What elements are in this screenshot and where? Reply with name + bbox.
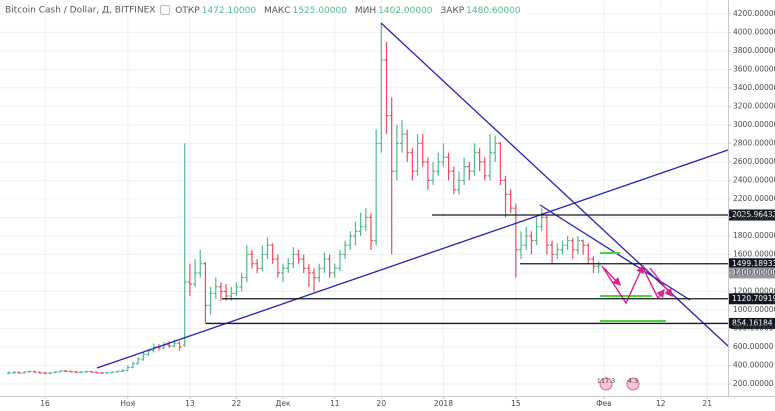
y-tick-label: 4200.00000	[733, 9, 775, 18]
level-label-box	[729, 317, 775, 329]
symbol-header: Bitcoin Cash / Dollar, Д, BITFINEX ОТКР 1…	[3, 4, 528, 17]
badge-label: 117.3	[597, 377, 616, 385]
readout-value: 1525.00000	[292, 5, 347, 16]
level-label-box	[729, 293, 775, 305]
y-tick-label: 400.00000	[733, 360, 774, 369]
x-tick-label: 15	[511, 399, 521, 408]
y-tick-label: 3600.00000	[733, 64, 775, 73]
y-tick-label: 600.00000	[733, 342, 774, 351]
readout-label: МАКС	[263, 5, 291, 16]
badge-label: 4.3	[628, 377, 638, 385]
y-tick-label: 3400.00000	[733, 83, 775, 92]
y-tick-label: 800.00000	[733, 323, 774, 332]
y-tick-label: 3800.00000	[733, 46, 775, 55]
x-tick-label: 20	[377, 399, 387, 408]
event-badge[interactable]	[626, 377, 640, 391]
settings-icon[interactable]	[160, 5, 171, 15]
x-tick-label: Фев	[596, 399, 612, 408]
readout-value: 1472.10000	[201, 5, 257, 16]
projection-arrow	[649, 267, 673, 298]
y-tick-label: 3200.00000	[733, 101, 775, 110]
y-tick-label: 2400.00000	[733, 175, 775, 184]
x-tick-label: 12	[656, 399, 666, 408]
readout-value: 1480.60000	[466, 5, 521, 16]
readout-label: ЗАКР	[440, 5, 465, 16]
y-tick-label: 2600.00000	[733, 157, 775, 166]
event-badge[interactable]	[599, 377, 613, 391]
trend-line	[96, 149, 729, 369]
y-tick-label: 1000.00000	[733, 305, 775, 314]
symbol-title[interactable]: Bitcoin Cash / Dollar, Д, BITFINEX	[5, 5, 156, 16]
level-label-box	[729, 267, 775, 279]
projection-arrow	[642, 267, 665, 300]
readout-label: ОТКР	[175, 5, 200, 16]
level-label: 1120.70919	[732, 294, 775, 303]
y-tick-label: 2200.00000	[733, 194, 775, 203]
y-tick-label: 1600.00000	[733, 249, 775, 258]
y-tick-label: 3000.00000	[733, 120, 775, 129]
y-tick-label: 4000.00000	[733, 27, 775, 36]
y-tick-label: 1800.00000	[733, 231, 775, 240]
y-tick-label: 1200.00000	[733, 286, 775, 295]
x-tick-label: Ноя	[120, 399, 135, 408]
y-tick-label: 2000.00000	[733, 212, 775, 221]
y-tick-label: 2800.00000	[733, 138, 775, 147]
projection-arrow	[603, 267, 621, 287]
projection-arrow	[601, 264, 644, 305]
level-label: 854.16184	[732, 318, 773, 327]
readout-value: 1402.00000	[378, 5, 433, 16]
x-tick-label: 2018	[434, 399, 453, 408]
x-tick-label: 22	[232, 399, 242, 408]
y-tick-label: 200.00000	[733, 379, 774, 388]
level-label: 2025.96432	[732, 210, 775, 219]
plot-area	[0, 0, 728, 396]
level-label: 1499.18933	[732, 259, 775, 268]
level-label-box	[729, 209, 775, 221]
level-label-box	[729, 258, 775, 270]
y-tick-label: 1400.00000	[733, 268, 775, 277]
readout-label: МИН	[354, 5, 377, 16]
drawings	[96, 22, 729, 369]
x-tick-label: 16	[40, 399, 50, 408]
x-tick-label: 13	[185, 399, 195, 408]
level-label: 1400.00000	[732, 268, 775, 277]
x-tick-label: 21	[703, 399, 713, 408]
x-tick-label: Дек	[276, 399, 291, 408]
x-tick-label: 11	[330, 399, 340, 408]
